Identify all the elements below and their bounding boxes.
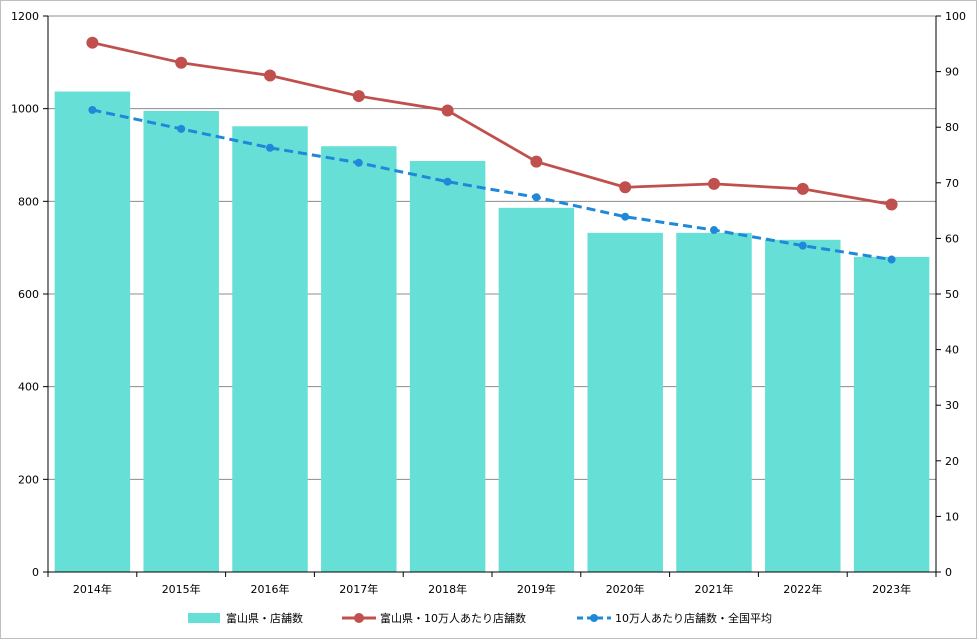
left-axis-tick-label: 600 [18,288,39,301]
left-axis-tick-label: 200 [18,473,39,486]
bar-2023年 [853,256,930,572]
right-axis-tick-label: 30 [945,399,959,412]
x-axis-ticks: 2014年 2015年 2016年 2017年 2018年 2019年 2020年 2021年… [73,582,911,596]
legend-swatch-marker [354,613,364,623]
line-point-2-2018年 [443,177,452,186]
right-axis-tick-label: 20 [945,455,959,468]
bar-2022年 [765,239,841,573]
axes [43,15,941,577]
x-axis-tick-label: 2021年 [695,582,734,596]
left-axis-tick-label: 800 [18,195,39,208]
x-axis-tick-label: 2014年 [73,582,112,596]
line-series-1 [92,41,892,206]
right-axis-tick-label: 40 [945,344,959,357]
bar-2016年 [232,126,308,573]
legend-swatch-bar [188,613,220,623]
right-axis-tick-label: 50 [945,288,959,301]
line-point-1-2020年 [619,181,632,194]
x-axis-tick-label: 2020年 [606,582,645,596]
x-axis-tick-label: 2017年 [339,582,378,596]
bar-2014年 [54,91,131,573]
line-point-1-2015年 [175,56,188,69]
left-y-axis-ticks: 0 200 400 600 800 1000 1200 [11,10,39,579]
right-axis-tick-label: 90 [945,66,959,79]
line-point-1-2019年 [530,155,543,168]
line-series-2 [92,108,892,262]
bar-2019年 [498,207,575,572]
bar-2018年 [409,161,486,573]
bar-2021年 [676,232,752,572]
x-axis-tick-label: 2023年 [872,582,911,596]
bar-series-store-count [54,91,930,573]
line-point-2-2019年 [532,193,541,202]
line-point-1-2017年 [352,90,365,103]
chart-legend: 富山県・店舗数 富山県・10万人あたり店舗数 10万人あたり店舗数・全国平均 [188,611,772,625]
bar-2020年 [587,232,663,572]
right-axis-tick-label: 100 [945,10,966,23]
x-axis-tick-label: 2016年 [251,582,290,596]
line-point-2-2022年 [798,241,807,250]
right-axis-tick-label: 0 [945,566,952,579]
left-axis-tick-label: 400 [18,381,39,394]
bar-2017年 [321,146,397,573]
right-axis-tick-label: 10 [945,510,959,523]
line-point-1-2016年 [264,69,276,82]
x-axis-tick-label: 2018年 [428,582,467,596]
line-point-1-2014年 [86,36,99,49]
legend-label-3: 10万人あたり店舗数・全国平均 [615,611,772,625]
line-point-2-2016年 [266,143,274,152]
line-point-2-2021年 [710,226,718,235]
left-axis-tick-label: 0 [32,566,39,579]
line-point-1-2021年 [708,177,720,190]
legend-label-2: 富山県・10万人あたり店舗数 [380,611,526,625]
right-axis-tick-label: 60 [945,232,959,245]
right-axis-tick-label: 70 [945,177,959,190]
left-axis-tick-label: 1000 [11,103,39,116]
line-point-2-2015年 [177,124,186,133]
x-axis-tick-label: 2015年 [162,582,201,596]
line-point-1-2022年 [796,182,809,195]
left-axis-tick-label: 1200 [11,10,39,23]
legend-label-1: 富山県・店舗数 [226,611,303,625]
line-point-2-2020年 [621,212,630,221]
line-point-2-2023年 [887,255,896,264]
line-point-2-2014年 [88,105,97,114]
line-point-1-2023年 [885,198,898,211]
line-series-layer [86,36,898,264]
line-point-1-2018年 [441,104,454,117]
line-point-2-2017年 [354,158,363,167]
right-y-axis-ticks: 0 10 20 30 40 50 60 70 80 90 100 [945,10,966,579]
right-axis-tick-label: 80 [945,121,959,134]
x-axis-tick-label: 2019年 [517,582,556,596]
x-axis-tick-label: 2022年 [783,582,822,596]
legend-swatch-marker [590,614,598,622]
bar-2015年 [143,110,219,572]
